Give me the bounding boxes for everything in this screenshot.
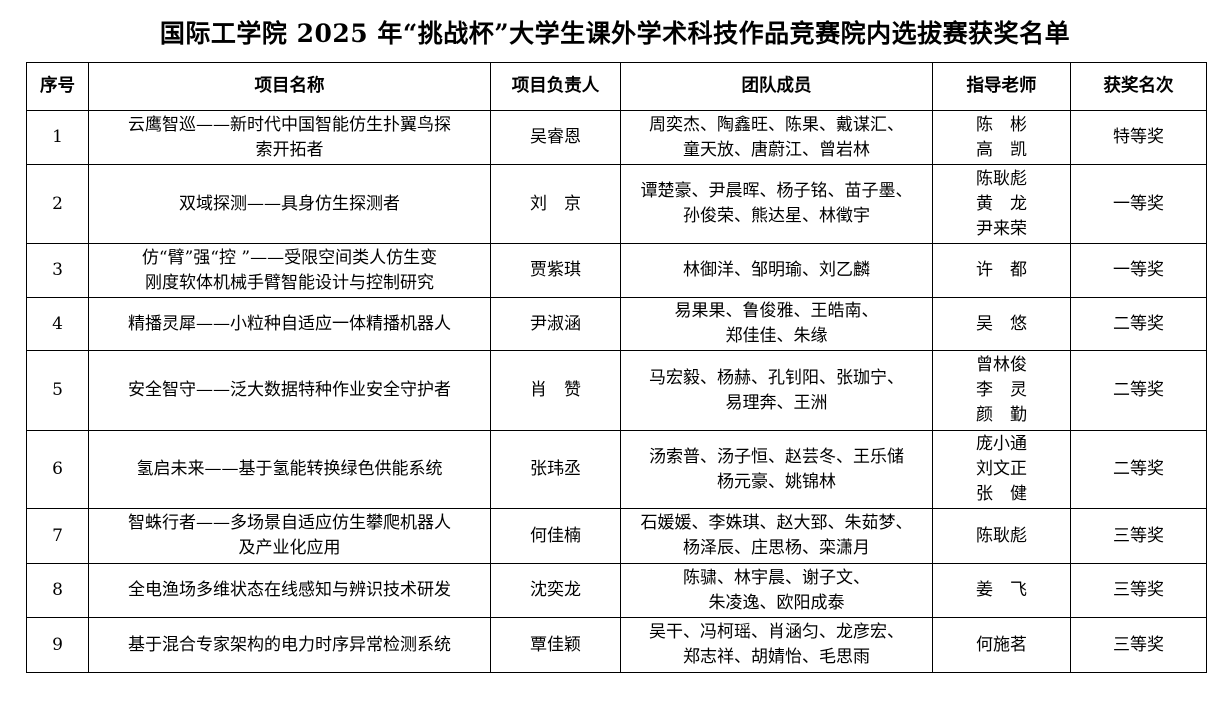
table-row: 6 氢启未来——基于氢能转换绿色供能系统 张玮丞 汤索普、汤子恒、赵芸冬、王乐储 杨元… [26, 430, 1207, 509]
project-leader: 刘 京 [490, 164, 621, 244]
table-header-row: 序号 项目名称 项目负责人 团队成员 指导老师 获奖名次 [26, 62, 1207, 111]
award-rank: 二等奖 [1070, 430, 1207, 509]
table-row: 4 精播灵犀——小粒种自适应一体精播机器人 尹淑涵 易果果、鲁俊雅、王皓南、 郑佳佳、… [26, 297, 1207, 351]
team-members: 周奕杰、陶鑫旺、陈果、戴谋汇、 童天放、唐蔚江、曾岩林 [620, 110, 933, 165]
project-leader: 何佳楠 [490, 508, 621, 564]
row-number: 5 [26, 350, 89, 431]
header-leader: 项目负责人 [490, 62, 621, 111]
row-number: 3 [26, 243, 89, 298]
table-row: 7 智蛛行者——多场景自适应仿生攀爬机器人 及产业化应用 何佳楠 石媛媛、李姝琪、赵大… [26, 508, 1207, 564]
team-members: 易果果、鲁俊雅、王皓南、 郑佳佳、朱缘 [620, 297, 933, 351]
header-project: 项目名称 [88, 62, 491, 111]
row-number: 7 [26, 508, 89, 564]
team-members: 吴干、冯柯瑶、肖涵匀、龙彦宏、 郑志祥、胡婧怡、毛思雨 [620, 617, 933, 673]
award-rank: 三等奖 [1070, 617, 1207, 673]
row-number: 1 [26, 110, 89, 165]
award-rank: 三等奖 [1070, 563, 1207, 618]
project-leader: 张玮丞 [490, 430, 621, 509]
team-members: 汤索普、汤子恒、赵芸冬、王乐储 杨元豪、姚锦林 [620, 430, 933, 509]
table-row: 2 双域探测——具身仿生探测者刘 京谭楚豪、尹晨晖、杨子铭、苗子墨、 孙俊荣、熊达… [26, 164, 1207, 244]
table-row: 1 云鹰智巡——新时代中国智能仿生扑翼鸟探 索开拓者 吴睿恩 周奕杰、陶鑫旺、陈果、戴… [26, 110, 1207, 165]
project-name: 安全智守——泛大数据特种作业安全守护者 [88, 350, 491, 431]
row-number: 9 [26, 617, 89, 673]
project-leader: 肖 赞 [490, 350, 621, 431]
header-no: 序号 [26, 62, 89, 111]
table-row: 8 全电渔场多维状态在线感知与辨识技术研发 沈奕龙 陈骕、林宇晨、谢子文、 朱凌逸、欧… [26, 563, 1207, 618]
advisor: 陈耿彪 黄 龙 尹来荣 [932, 164, 1071, 244]
award-rank: 一等奖 [1070, 164, 1207, 244]
project-name: 双域探测——具身仿生探测者 [88, 164, 491, 244]
award-rank: 一等奖 [1070, 243, 1207, 298]
document-title: 国际工学院 2025 年“挑战杯”大学生课外学术科技作品竞赛院内选拔赛获奖名单 [159, 19, 1071, 48]
advisor: 曾林俊 李 灵 颜 勤 [932, 350, 1071, 431]
header-team: 团队成员 [620, 62, 933, 111]
advisor: 陈 彬 高 凯 [932, 110, 1071, 165]
project-leader: 覃佳颖 [490, 617, 621, 673]
team-members: 石媛媛、李姝琪、赵大郅、朱茹梦、 杨泽辰、庄思杨、栾潇月 [620, 508, 933, 564]
advisor: 陈耿彪 [932, 508, 1071, 564]
project-name: 氢启未来——基于氢能转换绿色供能系统 [88, 430, 491, 509]
table-row: 9 基于混合专家架构的电力时序异常检测系统 覃佳颖 吴干、冯柯瑶、肖涵匀、龙彦宏、 郑… [26, 617, 1207, 673]
advisor: 许 都 [932, 243, 1071, 298]
project-name: 全电渔场多维状态在线感知与辨识技术研发 [88, 563, 491, 618]
header-award: 获奖名次 [1070, 62, 1207, 111]
project-name: 智蛛行者——多场景自适应仿生攀爬机器人 及产业化应用 [88, 508, 491, 564]
project-name: 仿“臂”强“控 ”——受限空间类人仿生变 刚度软体机械手臂智能设计与控制研究 [88, 243, 491, 298]
advisor: 庞小通 刘文正 张 健 [932, 430, 1071, 509]
advisor: 姜 飞 [932, 563, 1071, 618]
award-rank: 三等奖 [1070, 508, 1207, 564]
advisor: 吴 悠 [932, 297, 1071, 351]
project-name: 精播灵犀——小粒种自适应一体精播机器人 [88, 297, 491, 351]
team-members: 林御洋、邹明瑜、刘乙麟 [620, 243, 933, 298]
team-members: 谭楚豪、尹晨晖、杨子铭、苗子墨、 孙俊荣、熊达星、林徵宇 [620, 164, 933, 244]
team-members: 马宏毅、杨赫、孔钊阳、张珈宁、 易理奔、王洲 [620, 350, 933, 431]
award-rank: 二等奖 [1070, 350, 1207, 431]
project-name: 云鹰智巡——新时代中国智能仿生扑翼鸟探 索开拓者 [88, 110, 491, 165]
project-leader: 尹淑涵 [490, 297, 621, 351]
project-leader: 吴睿恩 [490, 110, 621, 165]
row-number: 4 [26, 297, 89, 351]
advisor: 何施茗 [932, 617, 1071, 673]
project-leader: 沈奕龙 [490, 563, 621, 618]
row-number: 2 [26, 164, 89, 244]
award-table: 序号 项目名称 项目负责人 团队成员 指导老师 获奖名次 1 云鹰智巡——新时代中… [26, 62, 1207, 673]
row-number: 6 [26, 430, 89, 509]
table-row: 5 安全智守——泛大数据特种作业安全守护者肖 赞马宏毅、杨赫、孔钊阳、张珈宁、 易… [26, 350, 1207, 431]
table-row: 3 仿“臂”强“控 ”——受限空间类人仿生变 刚度软体机械手臂智能设计与控制研究贾… [26, 243, 1207, 298]
project-leader: 贾紫琪 [490, 243, 621, 298]
project-name: 基于混合专家架构的电力时序异常检测系统 [88, 617, 491, 673]
row-number: 8 [26, 563, 89, 618]
team-members: 陈骕、林宇晨、谢子文、 朱凌逸、欧阳成泰 [620, 563, 933, 618]
award-rank: 二等奖 [1070, 297, 1207, 351]
header-advisor: 指导老师 [932, 62, 1071, 111]
award-rank: 特等奖 [1070, 110, 1207, 165]
